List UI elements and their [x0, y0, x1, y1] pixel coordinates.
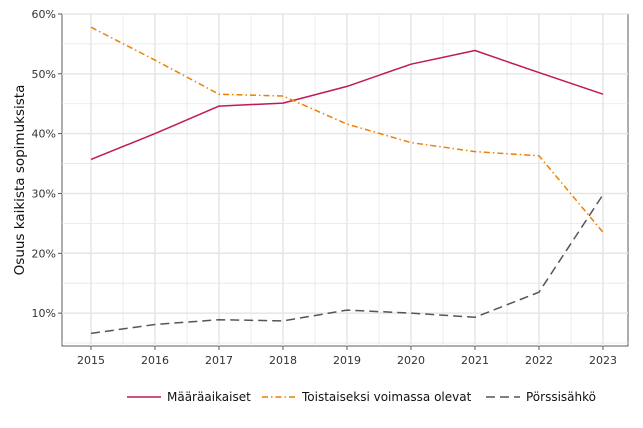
legend: Määräaikaiset Toistaiseksi voimassa oleva…: [127, 390, 596, 404]
x-tick-label: 2017: [205, 354, 233, 367]
series-line-2: [90, 26, 604, 233]
x-tick-label: 2022: [525, 354, 553, 367]
series-line-3: [90, 194, 604, 335]
legend-label-3: Pörssisähkö: [526, 390, 596, 404]
y-axis-tick-labels: 10% 20% 30% 40% 50% 60%: [32, 8, 56, 320]
y-tick-label: 10%: [32, 307, 56, 320]
minor-gridlines: [62, 14, 628, 346]
y-tick-label: 20%: [32, 247, 56, 260]
axis-ticks: [58, 13, 604, 350]
x-tick-label: 2021: [461, 354, 489, 367]
y-tick-label: 40%: [32, 128, 56, 141]
y-tick-label: 60%: [32, 8, 56, 21]
x-tick-label: 2018: [269, 354, 297, 367]
y-axis-title: Osuus kaikista sopimuksista: [12, 85, 28, 276]
x-axis-tick-labels: 2015 2016 2017 2018 2019 2020 2021 2022 2023: [77, 354, 617, 367]
x-tick-label: 2019: [333, 354, 361, 367]
legend-label-2: Toistaiseksi voimassa olevat: [301, 390, 472, 404]
series-lines: [90, 26, 604, 335]
plot-panel: [61, 13, 629, 347]
y-tick-label: 50%: [32, 68, 56, 81]
x-tick-label: 2015: [77, 354, 105, 367]
legend-label-1: Määräaikaiset: [167, 390, 251, 404]
x-tick-label: 2023: [589, 354, 617, 367]
y-tick-label: 30%: [32, 187, 56, 200]
x-tick-label: 2016: [141, 354, 169, 367]
series-line-1: [90, 49, 604, 161]
x-tick-label: 2020: [397, 354, 425, 367]
